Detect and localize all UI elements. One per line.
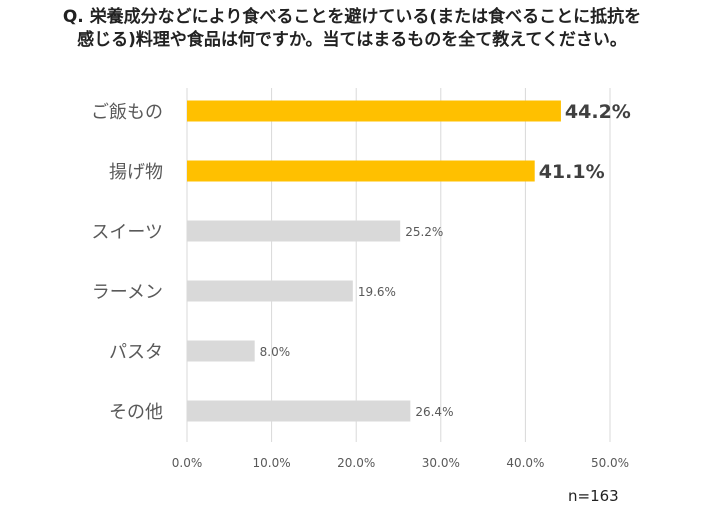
bar [187, 100, 561, 122]
data-label: 19.6% [358, 285, 396, 299]
bar [187, 160, 535, 182]
data-label: 8.0% [260, 345, 291, 359]
category-label: ご飯もの [91, 102, 163, 123]
chart-title-line-1: Q. 栄養成分などにより食べることを避けている(または食べることに抵抗を [62, 7, 642, 27]
data-label: 41.1% [539, 161, 605, 183]
category-label: パスタ [109, 342, 163, 363]
chart-title-line-2: 感じる)料理や食品は何ですか。当てはまるものを全て教えてください。 [77, 30, 627, 50]
bar [187, 340, 255, 362]
data-label: 25.2% [405, 225, 443, 239]
x-tick-label: 50.0% [591, 456, 629, 470]
x-tick-label: 20.0% [337, 456, 375, 470]
bar [187, 220, 401, 242]
category-label: その他 [109, 402, 163, 423]
x-tick-label: 10.0% [253, 456, 291, 470]
x-tick-label: 0.0% [172, 456, 203, 470]
bar [187, 400, 411, 422]
sample-size-note: n=163 [568, 487, 619, 505]
bar [187, 280, 353, 302]
category-label: スイーツ [91, 222, 163, 243]
data-label: 44.2% [565, 101, 631, 123]
category-label: ラーメン [92, 282, 163, 303]
x-tick-label: 40.0% [506, 456, 544, 470]
category-label: 揚げ物 [109, 162, 163, 183]
x-tick-label: 30.0% [422, 456, 460, 470]
data-label: 26.4% [415, 405, 453, 419]
chart-title: Q. 栄養成分などにより食べることを避けている(または食べることに抵抗を 感じる… [12, 6, 692, 52]
